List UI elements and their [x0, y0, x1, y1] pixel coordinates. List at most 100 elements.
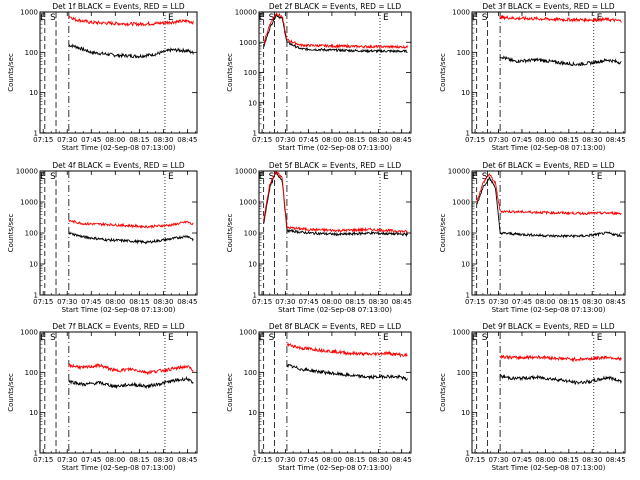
- series-lld-line: [286, 343, 408, 358]
- plot-frame: [39, 170, 198, 296]
- plot-frame: [471, 331, 626, 454]
- x-tick-label: 08:45: [606, 456, 626, 464]
- y-tick-label: 10: [29, 409, 38, 417]
- x-tick-label: 07:15: [252, 298, 272, 306]
- flag-label-e-end: E: [383, 333, 389, 343]
- y-tick-label: 10000: [235, 9, 257, 17]
- x-tick-label: 07:15: [33, 136, 53, 144]
- y-tick-label: 1000: [20, 199, 38, 207]
- y-axis-label: Counts/sec: [226, 214, 234, 253]
- series-events-line: [68, 231, 194, 245]
- y-axis-label: Counts/sec: [226, 373, 234, 412]
- y-tick-label: 10: [461, 89, 470, 97]
- x-tick-label: 07:45: [81, 136, 101, 144]
- y-tick-label: 10000: [16, 168, 38, 176]
- x-tick-label: 08:30: [153, 298, 173, 306]
- chart-title: Det 7f BLACK = Events, RED = LLD: [52, 322, 185, 331]
- series-events-line: [286, 363, 408, 382]
- x-tick-label: 08:15: [345, 298, 365, 306]
- y-tick-label: 10: [461, 261, 470, 269]
- y-tick-label: 1: [34, 292, 38, 300]
- y-axis-label: Counts/sec: [7, 373, 15, 412]
- series-events-line: [499, 374, 622, 385]
- y-tick-label: 1: [466, 450, 470, 458]
- x-tick-label: 08:00: [105, 298, 125, 306]
- x-tick-label: 07:15: [465, 136, 485, 144]
- series-lld-line: [263, 12, 408, 50]
- x-axis-label: Start Time (02-Sep-08 07:13:00): [62, 306, 176, 314]
- x-tick-label: 08:30: [153, 136, 173, 144]
- x-tick-label: 08:15: [129, 298, 149, 306]
- x-axis-label: Start Time (02-Sep-08 07:13:00): [492, 464, 606, 472]
- x-tick-label: 08:45: [392, 456, 412, 464]
- x-tick-label: 08:45: [606, 136, 626, 144]
- y-tick-label: 1000: [239, 329, 257, 337]
- chart-panel-3: Det 3f BLACK = Events, RED = LLD 07:15 07:…: [439, 2, 626, 152]
- series-events-line: [263, 14, 408, 54]
- x-tick-label: 08:45: [392, 298, 412, 306]
- plot-frame: [258, 331, 412, 454]
- x-tick-label: 08:45: [606, 298, 626, 306]
- x-tick-label: 08:00: [322, 298, 342, 306]
- x-tick-label: 07:45: [299, 456, 319, 464]
- y-tick-label: 10: [248, 99, 257, 107]
- flag-label-s: S: [50, 13, 56, 23]
- flag-label-e: E: [40, 172, 46, 182]
- x-tick-label: 08:45: [177, 298, 197, 306]
- x-axis-label: Start Time (02-Sep-08 07:13:00): [62, 464, 176, 472]
- y-axis-label: Counts/sec: [439, 53, 447, 92]
- y-tick-label: 100: [25, 49, 38, 57]
- flag-label-e: E: [472, 333, 478, 343]
- y-axis-label: Counts/sec: [7, 214, 15, 253]
- x-tick-label: 08:15: [345, 136, 365, 144]
- y-tick-label: 100: [244, 230, 257, 238]
- series-lld-line: [68, 363, 194, 376]
- x-axis-label: Start Time (02-Sep-08 07:13:00): [278, 144, 392, 152]
- y-tick-label: 10: [461, 409, 470, 417]
- x-tick-label: 07:30: [488, 136, 508, 144]
- x-tick-label: 08:15: [129, 136, 149, 144]
- x-tick-label: 08:15: [345, 456, 365, 464]
- y-tick-label: 1: [466, 130, 470, 138]
- flag-label-s: S: [482, 172, 488, 182]
- x-tick-label: 08:45: [392, 136, 412, 144]
- x-tick-label: 07:15: [33, 298, 53, 306]
- y-tick-label: 1000: [239, 199, 257, 207]
- y-tick-label: 1: [253, 130, 257, 138]
- x-tick-label: 08:00: [322, 136, 342, 144]
- x-axis-label: Start Time (02-Sep-08 07:13:00): [278, 306, 392, 314]
- series-lld-line: [263, 171, 408, 234]
- flag-label-s: S: [482, 333, 488, 343]
- plot-frame: [39, 11, 198, 134]
- y-tick-label: 1: [253, 450, 257, 458]
- x-tick-label: 08:30: [153, 456, 173, 464]
- chart-title: Det 3f BLACK = Events, RED = LLD: [482, 2, 615, 11]
- y-tick-label: 1: [34, 450, 38, 458]
- x-tick-label: 08:15: [559, 298, 579, 306]
- flag-label-e: E: [259, 333, 265, 343]
- y-tick-label: 1000: [20, 9, 38, 17]
- chart-title: Det 6f BLACK = Events, RED = LLD: [482, 161, 615, 170]
- y-tick-label: 10000: [448, 168, 470, 176]
- x-tick-label: 07:30: [488, 456, 508, 464]
- x-axis-label: Start Time (02-Sep-08 07:13:00): [62, 144, 176, 152]
- flag-label-e: E: [259, 172, 265, 182]
- flag-label-e-end: E: [168, 172, 174, 182]
- flag-label-s: S: [269, 333, 275, 343]
- chart-panel-1: Det 1f BLACK = Events, RED = LLD 07:15 07:…: [7, 2, 198, 152]
- y-tick-label: 100: [25, 369, 38, 377]
- flag-label-e: E: [472, 13, 478, 23]
- chart-title: Det 4f BLACK = Events, RED = LLD: [52, 161, 185, 170]
- x-tick-label: 07:30: [57, 136, 77, 144]
- y-tick-label: 10: [248, 261, 257, 269]
- series-lld-line: [68, 15, 194, 28]
- x-tick-label: 08:00: [322, 456, 342, 464]
- y-tick-label: 100: [457, 230, 470, 238]
- x-tick-label: 07:45: [299, 136, 319, 144]
- x-tick-label: 07:45: [81, 298, 101, 306]
- chart-title: Det 8f BLACK = Events, RED = LLD: [269, 322, 402, 331]
